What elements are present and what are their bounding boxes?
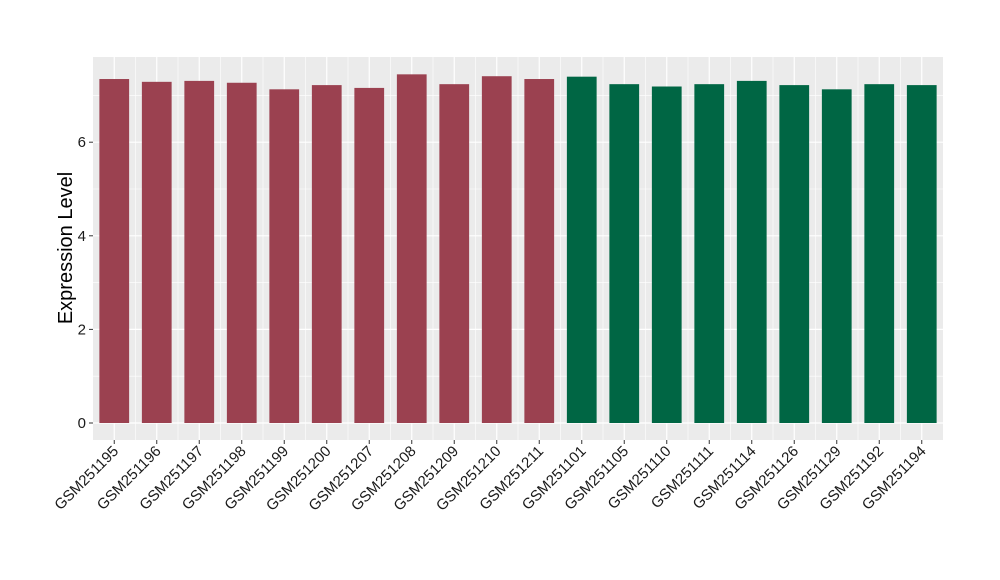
bar-GSM251209 [439, 84, 470, 423]
bar-GSM251207 [354, 87, 385, 424]
bar-GSM251200 [311, 85, 342, 423]
bar-GSM251111 [694, 84, 725, 423]
bars [99, 74, 937, 424]
minor-gridlines [93, 57, 943, 440]
bar-GSM251194 [906, 85, 937, 423]
y-tick-label: 4 [78, 228, 86, 245]
bar-GSM251196 [141, 81, 172, 423]
x-axis: GSM251195GSM251196GSM251197GSM251198GSM2… [51, 440, 930, 514]
y-tick-label: 2 [78, 321, 86, 338]
bar-GSM251197 [184, 80, 215, 423]
y-tick-label: 6 [78, 134, 86, 151]
bar-GSM251126 [779, 85, 810, 423]
bar-GSM251110 [651, 86, 682, 424]
bar-GSM251211 [524, 79, 555, 424]
bar-GSM251101 [566, 76, 597, 424]
bar-GSM251192 [864, 84, 895, 423]
bar-GSM251129 [821, 89, 852, 423]
bar-GSM251208 [396, 74, 427, 423]
bar-GSM251210 [481, 76, 512, 423]
y-axis: 0 2 4 6 [78, 134, 93, 432]
bar-GSM251199 [269, 89, 300, 423]
bar-GSM251195 [99, 79, 130, 424]
bar-GSM251198 [226, 82, 257, 423]
y-axis-title: Expression Level [55, 172, 77, 324]
y-tick-label: 0 [78, 415, 86, 432]
bar-GSM251105 [609, 84, 640, 423]
bar-GSM251114 [736, 80, 767, 423]
